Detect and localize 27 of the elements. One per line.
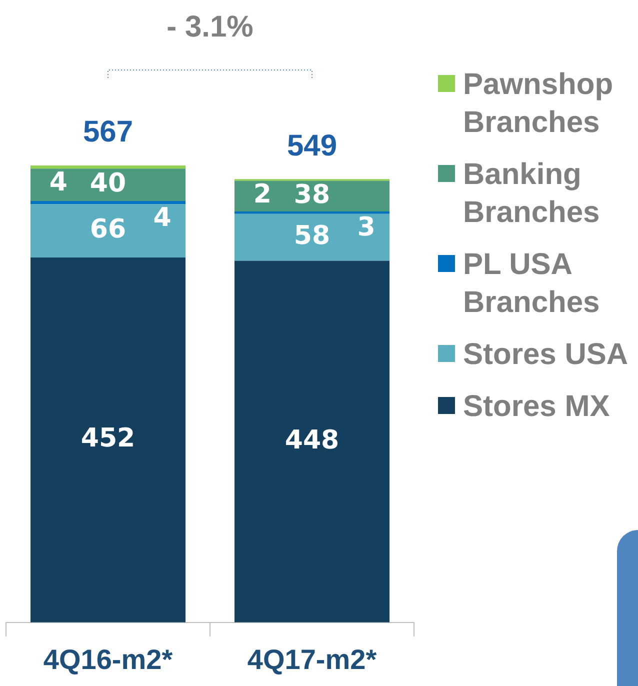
data-label: 4 [153, 202, 172, 233]
legend-label: Pawnshop Branches [463, 67, 614, 141]
data-label: 4 [49, 167, 68, 198]
bar [30, 200, 186, 204]
bar [234, 214, 390, 261]
x-tick-label: 4Q17-m2* [247, 644, 377, 675]
data-label: 38 [294, 180, 330, 210]
x-tick-label: 4Q16-m2* [43, 644, 173, 675]
legend-label: Stores USA [463, 337, 628, 373]
bar [234, 260, 390, 622]
data-label: 2 [253, 180, 272, 210]
bar [30, 257, 186, 622]
bar [30, 204, 186, 258]
legend-label: PL USA Branches [463, 247, 601, 321]
data-label: 58 [294, 221, 330, 252]
total-label: 567 [82, 116, 134, 149]
bar [234, 211, 390, 214]
legend-label: Banking Branches [463, 157, 601, 231]
bar [30, 165, 186, 169]
data-label: 452 [80, 424, 136, 454]
data-label: 40 [90, 168, 126, 199]
legend-label: Stores MX [463, 389, 610, 425]
data-label: 66 [90, 214, 126, 245]
text: - 3.1% [166, 10, 254, 44]
data-label: 3 [357, 212, 376, 243]
total-label: 549 [286, 129, 338, 162]
data-label: 448 [284, 425, 340, 456]
